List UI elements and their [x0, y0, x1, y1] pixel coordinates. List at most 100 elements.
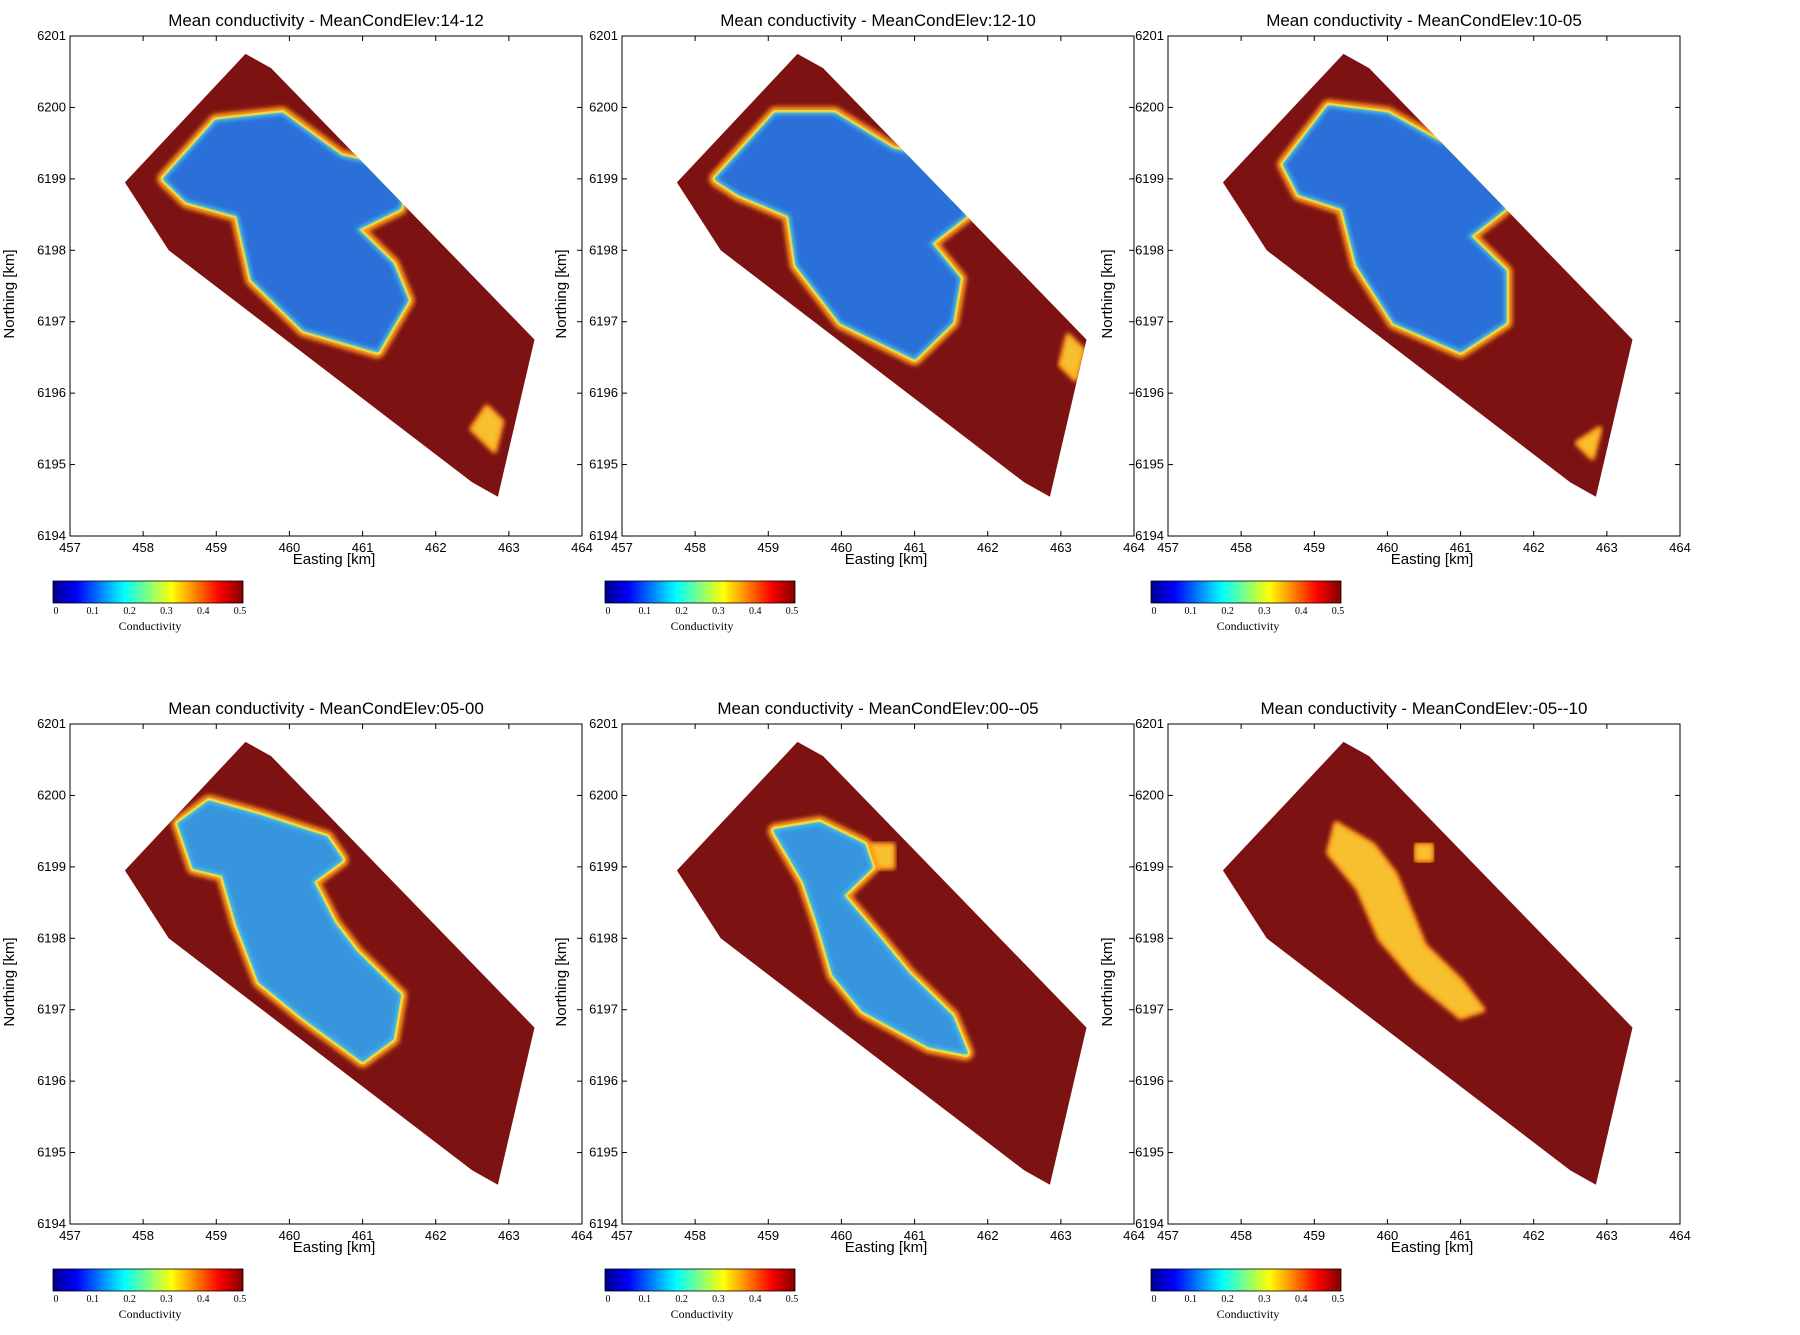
colorbar-gradient	[604, 1268, 796, 1292]
colorbar-gradient	[52, 1268, 244, 1292]
y-tick-label: 6195	[1135, 457, 1164, 472]
x-tick-label: 461	[904, 540, 926, 555]
conductivity-zones	[1277, 99, 1603, 461]
y-tick-label: 6197	[1135, 1002, 1164, 1017]
colorbar-tick-label: 0.2	[675, 606, 688, 617]
colorbar-gradient	[1150, 1268, 1342, 1292]
colorbar-tick-label: 0	[54, 606, 59, 617]
x-tick-label: 459	[757, 1228, 779, 1243]
colorbar-label: Conductivity	[119, 619, 182, 633]
y-tick-label: 6195	[37, 1145, 66, 1160]
y-tick-label: 6197	[37, 1002, 66, 1017]
y-tick-label: 6200	[1135, 787, 1164, 802]
y-tick-label: 6200	[589, 787, 618, 802]
panel-title: Mean conductivity - MeanCondElev:12-10	[720, 11, 1036, 30]
x-axis-label: Easting [km]	[293, 1239, 376, 1256]
y-axis-label: Northing [km]	[553, 249, 570, 338]
y-tick-label: 6194	[589, 528, 618, 543]
colorbar-tick-label: 0.2	[1221, 1294, 1234, 1305]
y-tick-label: 6194	[589, 1216, 618, 1231]
colorbar-tick-label: 0.2	[123, 1294, 136, 1305]
colorbar-label: Conductivity	[671, 619, 734, 633]
colorbar-label: Conductivity	[1217, 619, 1280, 633]
x-tick-label: 460	[1377, 540, 1399, 555]
x-tick-label: 464	[571, 1228, 593, 1243]
y-tick-label: 6197	[589, 314, 618, 329]
y-tick-label: 6199	[1135, 171, 1164, 186]
x-tick-label: 463	[1596, 1228, 1618, 1243]
x-tick-label: 461	[352, 1228, 374, 1243]
y-tick-label: 6199	[1135, 859, 1164, 874]
x-axis-label: Easting [km]	[1391, 551, 1474, 568]
x-tick-label: 463	[1596, 540, 1618, 555]
colorbar-tick-label: 0.4	[1295, 606, 1308, 617]
colorbar-tick-label: 0.5	[1332, 606, 1345, 617]
x-tick-label: 460	[1377, 1228, 1399, 1243]
x-tick-label: 458	[684, 1228, 706, 1243]
colorbar-tick-label: 0.5	[234, 1294, 247, 1305]
axes-frame	[69, 35, 583, 537]
y-tick-label: 6195	[37, 457, 66, 472]
x-tick-label: 459	[1303, 540, 1325, 555]
x-tick-label: 462	[425, 540, 447, 555]
x-tick-label: 458	[132, 540, 154, 555]
warm-zone-core	[1060, 336, 1083, 379]
x-tick-label: 458	[1230, 1228, 1252, 1243]
y-tick-label: 6201	[1135, 28, 1164, 43]
y-tick-label: 6197	[1135, 314, 1164, 329]
colorbar-tick-label: 0	[606, 1294, 611, 1305]
y-axis-label: Northing [km]	[1099, 937, 1116, 1026]
colorbar-tick-label: 0.5	[786, 606, 799, 617]
conductivity-zones	[1325, 821, 1486, 1020]
colorbar-tick-label: 0.3	[712, 606, 725, 617]
x-tick-label: 463	[498, 1228, 520, 1243]
colorbar-tick-label: 0.1	[1185, 606, 1198, 617]
colorbar-label: Conductivity	[119, 1307, 182, 1321]
x-tick-label: 462	[977, 540, 999, 555]
y-axis-label: Northing [km]	[1, 937, 18, 1026]
y-tick-label: 6198	[37, 242, 66, 257]
y-tick-label: 6195	[1135, 1145, 1164, 1160]
colorbar-label: Conductivity	[1217, 1307, 1280, 1321]
low-conductivity-zone	[165, 114, 407, 351]
axes-frame	[69, 723, 583, 1225]
colorbar-tick-label: 0.4	[197, 1294, 210, 1305]
x-tick-label: 464	[1123, 540, 1145, 555]
colorbar-tick-label: 0.1	[87, 606, 100, 617]
x-axis-label: Easting [km]	[1391, 1239, 1474, 1256]
x-tick-label: 462	[425, 1228, 447, 1243]
x-tick-label: 459	[757, 540, 779, 555]
y-tick-label: 6195	[589, 1145, 618, 1160]
y-tick-label: 6194	[1135, 1216, 1164, 1231]
y-tick-label: 6199	[589, 171, 618, 186]
axes-frame	[1167, 723, 1681, 1225]
x-axis-label: Easting [km]	[845, 551, 928, 568]
y-tick-label: 6200	[589, 99, 618, 114]
x-tick-label: 461	[1450, 1228, 1472, 1243]
panel-title: Mean conductivity - MeanCondElev:00--05	[717, 699, 1038, 718]
y-tick-label: 6194	[1135, 528, 1164, 543]
colorbar-tick-label: 0.4	[749, 606, 762, 617]
axes-frame	[621, 35, 1135, 537]
colorbar-tick-label: 0	[606, 606, 611, 617]
y-tick-label: 6200	[37, 99, 66, 114]
y-tick-label: 6201	[1135, 716, 1164, 731]
x-tick-label: 460	[279, 1228, 301, 1243]
conductivity-zones	[709, 106, 1086, 382]
y-tick-label: 6197	[589, 1002, 618, 1017]
y-tick-label: 6196	[37, 1073, 66, 1088]
y-tick-label: 6200	[37, 787, 66, 802]
colorbar-tick-label: 0.3	[160, 1294, 173, 1305]
colorbar: 0 0.1 0.2 0.3 0.4 0.5 Conductivity	[1150, 1268, 1344, 1321]
x-tick-label: 464	[1669, 1228, 1691, 1243]
x-tick-label: 458	[132, 1228, 154, 1243]
colorbar-tick-label: 0.3	[160, 606, 173, 617]
low-conductivity-zone	[1285, 107, 1505, 351]
y-tick-label: 6201	[37, 716, 66, 731]
y-tick-label: 6201	[589, 28, 618, 43]
map-panel-1: Mean conductivity - MeanCondElev:14-12 45…	[1, 11, 593, 633]
y-tick-label: 6194	[37, 528, 66, 543]
map-panel-5: Mean conductivity - MeanCondElev:00--05 4…	[553, 699, 1145, 1321]
colorbar-tick-label: 0.3	[1258, 1294, 1271, 1305]
x-tick-label: 460	[279, 540, 301, 555]
